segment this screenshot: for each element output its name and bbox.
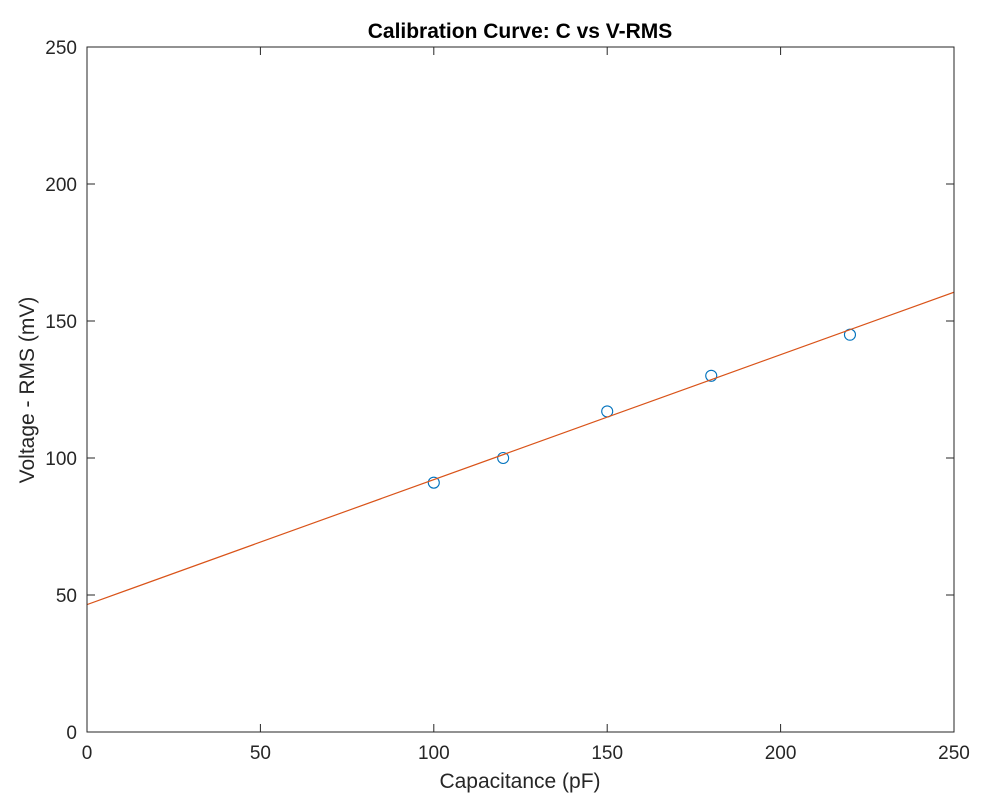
x-axis-label: Capacitance (pF) bbox=[439, 770, 600, 793]
y-tick-label: 200 bbox=[45, 175, 77, 196]
axes-box bbox=[86, 46, 955, 733]
x-tick-label: 50 bbox=[250, 743, 271, 764]
x-tick-label: 0 bbox=[82, 743, 93, 764]
plot-background bbox=[87, 47, 954, 732]
x-tick-label: 100 bbox=[418, 743, 450, 764]
fit-line bbox=[87, 291, 954, 606]
data-point bbox=[497, 451, 510, 465]
data-point bbox=[705, 369, 718, 382]
y-tick-label: 100 bbox=[45, 449, 77, 470]
y-tick-label: 50 bbox=[56, 586, 77, 607]
x-tick-label: 200 bbox=[765, 743, 797, 764]
y-tick-label: 250 bbox=[45, 38, 77, 59]
y-tick-label: 0 bbox=[66, 723, 77, 744]
y-tick-label: 150 bbox=[45, 312, 77, 333]
plot-area bbox=[87, 47, 954, 732]
data-series bbox=[87, 291, 954, 606]
tick-labels: 0 50 100 150 200 250 0 50 100 150 200 250 bbox=[45, 38, 970, 764]
axes bbox=[86, 46, 955, 733]
y-axis-label: Voltage - RMS (mV) bbox=[16, 297, 39, 484]
data-point bbox=[427, 476, 440, 489]
x-tick-label: 250 bbox=[938, 743, 970, 764]
chart-title: Calibration Curve: C vs V-RMS bbox=[368, 20, 673, 43]
x-tick-label: 150 bbox=[591, 743, 623, 764]
